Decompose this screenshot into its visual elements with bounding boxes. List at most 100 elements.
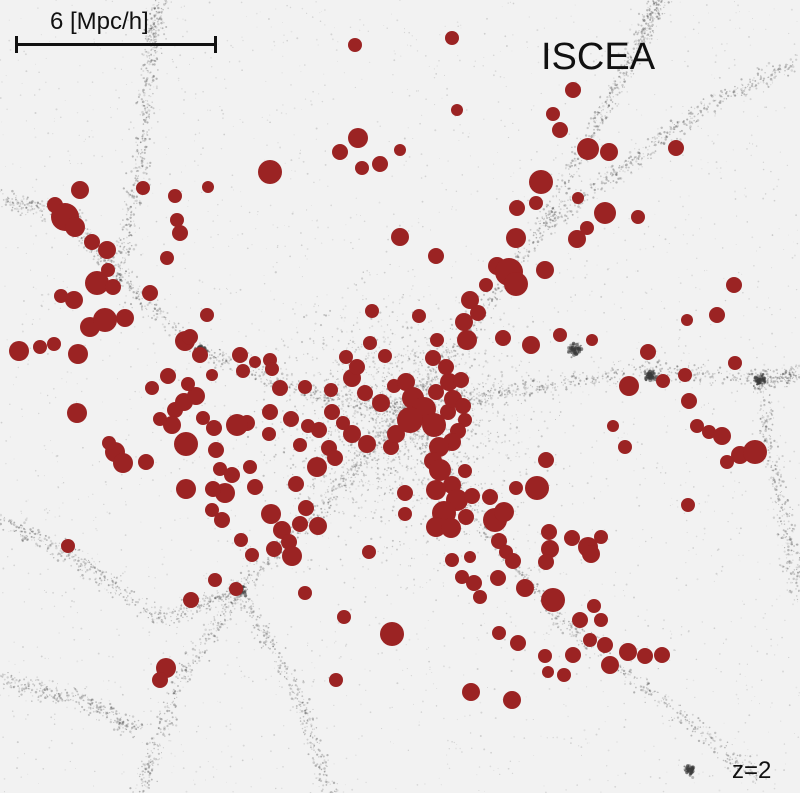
galaxy-marker: [529, 196, 543, 210]
galaxy-marker: [557, 668, 571, 682]
galaxy-marker: [153, 412, 167, 426]
galaxy-marker: [262, 404, 278, 420]
galaxy-marker: [453, 372, 469, 388]
galaxy-marker: [631, 210, 645, 224]
galaxy-marker: [495, 330, 511, 346]
galaxy-marker: [298, 500, 314, 516]
galaxy-marker: [594, 202, 616, 224]
galaxy-marker: [383, 439, 399, 455]
galaxy-marker: [430, 333, 444, 347]
galaxy-marker: [398, 507, 412, 521]
galaxy-marker: [425, 350, 441, 366]
galaxy-marker: [339, 350, 353, 364]
galaxy-marker: [365, 304, 379, 318]
galaxy-marker: [720, 455, 734, 469]
galaxy-marker: [214, 512, 230, 528]
galaxy-marker: [101, 263, 115, 277]
galaxy-marker: [281, 534, 297, 550]
galaxy-marker: [458, 464, 472, 478]
galaxy-marker: [709, 307, 725, 323]
galaxy-marker: [348, 128, 368, 148]
galaxy-marker: [494, 502, 514, 522]
galaxy-marker: [553, 328, 567, 342]
galaxy-marker: [67, 403, 87, 423]
galaxy-marker: [619, 643, 637, 661]
galaxy-marker: [205, 481, 221, 497]
galaxy-marker: [183, 592, 199, 608]
galaxy-marker: [509, 481, 523, 495]
galaxy-marker: [728, 356, 742, 370]
galaxy-marker: [226, 414, 248, 436]
galaxy-marker: [187, 387, 205, 405]
galaxy-marker: [656, 374, 670, 388]
galaxy-marker: [9, 341, 29, 361]
galaxy-marker: [678, 368, 692, 382]
galaxy-marker: [68, 344, 88, 364]
galaxy-marker: [470, 305, 486, 321]
galaxy-marker: [343, 425, 361, 443]
galaxy-marker: [202, 181, 214, 193]
galaxy-marker: [426, 517, 446, 537]
galaxy-marker: [200, 308, 214, 322]
galaxy-marker: [105, 279, 121, 295]
galaxy-marker: [726, 277, 742, 293]
galaxy-marker: [102, 436, 116, 450]
galaxy-marker: [457, 330, 477, 350]
galaxy-marker: [492, 626, 506, 640]
galaxy-marker: [196, 411, 210, 425]
galaxy-markers: [9, 31, 767, 709]
galaxy-marker: [206, 369, 218, 381]
galaxy-marker: [93, 308, 117, 332]
galaxy-marker: [594, 530, 608, 544]
galaxy-marker: [565, 647, 581, 663]
galaxy-marker: [174, 432, 198, 456]
scale-bar: [15, 43, 217, 46]
galaxy-marker: [348, 38, 362, 52]
galaxy-marker: [681, 498, 695, 512]
galaxy-marker: [98, 241, 116, 259]
galaxy-marker: [397, 485, 413, 501]
galaxy-marker: [538, 649, 552, 663]
galaxy-marker: [160, 368, 176, 384]
galaxy-marker: [71, 181, 89, 199]
galaxy-marker: [47, 337, 61, 351]
galaxy-marker: [298, 380, 312, 394]
galaxy-marker: [690, 419, 704, 433]
redshift-label: z=2: [732, 757, 772, 784]
galaxy-marker: [61, 539, 75, 553]
galaxy-marker: [309, 517, 327, 535]
galaxy-marker: [668, 140, 684, 156]
galaxy-marker: [168, 189, 182, 203]
galaxy-marker: [713, 427, 731, 445]
galaxy-marker: [337, 610, 351, 624]
galaxy-marker: [358, 435, 376, 453]
galaxy-marker: [473, 590, 487, 604]
galaxy-marker: [412, 309, 426, 323]
galaxy-marker: [208, 573, 222, 587]
galaxy-marker: [464, 551, 476, 563]
galaxy-marker: [594, 613, 608, 627]
galaxy-marker: [536, 261, 554, 279]
galaxy-marker: [529, 170, 553, 194]
galaxy-marker: [541, 588, 565, 612]
galaxy-marker: [349, 359, 365, 375]
galaxy-marker: [426, 480, 446, 500]
galaxy-marker: [138, 454, 154, 470]
scale-bar-label: 6 [Mpc/h]: [50, 8, 149, 35]
galaxy-marker: [145, 381, 159, 395]
galaxy-marker: [503, 691, 521, 709]
galaxy-marker: [458, 413, 472, 427]
galaxy-marker: [461, 291, 479, 309]
galaxy-marker: [538, 452, 554, 468]
galaxy-marker: [54, 289, 68, 303]
galaxy-marker: [85, 271, 109, 295]
galaxy-marker: [441, 518, 461, 538]
galaxy-marker: [455, 570, 469, 584]
galaxy-marker: [455, 313, 473, 331]
galaxy-marker: [394, 144, 406, 156]
galaxy-marker: [208, 442, 224, 458]
galaxy-marker: [152, 672, 168, 688]
galaxy-marker: [445, 553, 459, 567]
galaxy-marker: [586, 334, 598, 346]
galaxy-marker: [324, 383, 338, 397]
